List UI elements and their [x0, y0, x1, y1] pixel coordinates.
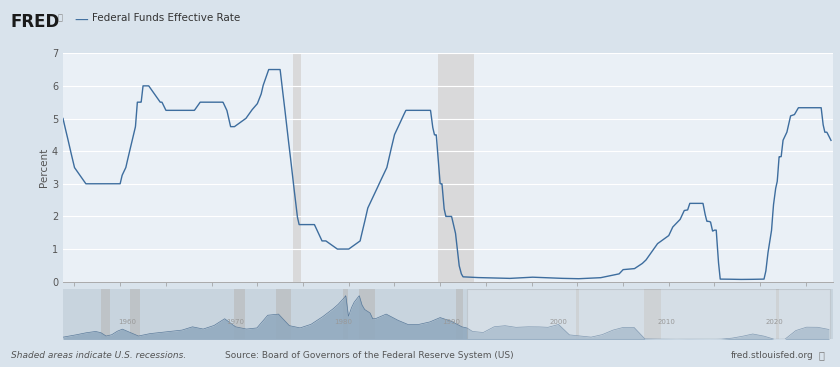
Bar: [234, 289, 245, 339]
Bar: [130, 289, 140, 339]
Text: 2000: 2000: [549, 319, 568, 325]
Text: ⛶: ⛶: [819, 350, 825, 360]
Text: 2010: 2010: [658, 319, 675, 325]
Bar: [456, 289, 464, 339]
Bar: [276, 289, 291, 339]
Text: Shaded areas indicate U.S. recessions.: Shaded areas indicate U.S. recessions.: [11, 351, 186, 360]
Text: Source: Board of Governors of the Federal Reserve System (US): Source: Board of Governors of the Federa…: [225, 351, 514, 360]
Text: 1980: 1980: [334, 319, 352, 325]
Bar: [101, 289, 110, 339]
Text: 1970: 1970: [226, 319, 244, 325]
Y-axis label: Percent: Percent: [39, 148, 49, 187]
Text: 1960: 1960: [118, 319, 137, 325]
Bar: [643, 289, 661, 339]
Bar: [293, 53, 301, 282]
Text: 1990: 1990: [442, 319, 459, 325]
Bar: [360, 289, 375, 339]
Bar: [438, 53, 475, 282]
Text: 2020: 2020: [765, 319, 783, 325]
Bar: [343, 289, 349, 339]
Text: Federal Funds Effective Rate: Federal Funds Effective Rate: [92, 13, 240, 23]
Text: 📈: 📈: [57, 14, 62, 23]
Bar: [467, 289, 830, 339]
Text: fred.stlouisfed.org: fred.stlouisfed.org: [731, 351, 814, 360]
Bar: [575, 289, 580, 339]
Text: FRED: FRED: [11, 13, 60, 31]
Bar: [776, 289, 780, 339]
Text: —: —: [74, 14, 87, 28]
